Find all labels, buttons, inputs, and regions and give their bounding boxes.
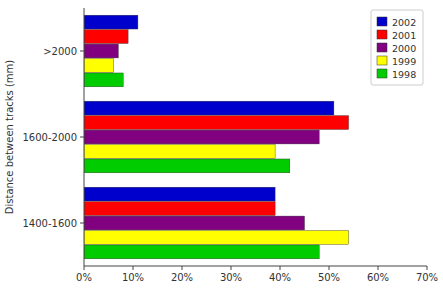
bar	[84, 159, 290, 173]
x-tick	[427, 266, 428, 270]
x-tick-label: 0%	[76, 272, 92, 283]
x-tick-label: 70%	[416, 272, 438, 283]
bar	[84, 15, 138, 29]
bar	[84, 116, 349, 130]
legend-box	[371, 10, 423, 85]
x-tick	[133, 266, 134, 270]
legend: 2002 2001 2000 1999 1998	[371, 10, 423, 85]
x-tick-label: 30%	[220, 272, 242, 283]
legend-swatch	[377, 43, 387, 52]
legend-swatch	[377, 17, 387, 26]
y-tick-label: >2000	[43, 46, 77, 57]
bar	[84, 30, 128, 44]
legend-label: 2002	[392, 17, 416, 28]
x-tick-label: 40%	[269, 272, 291, 283]
x-tick-label: 20%	[171, 272, 193, 283]
x-tick-label: 60%	[367, 272, 389, 283]
legend-label: 1999	[392, 56, 416, 67]
bar	[84, 187, 275, 201]
y-tick	[80, 137, 84, 138]
x-tick	[231, 266, 232, 270]
bar	[84, 44, 118, 58]
x-tick	[182, 266, 183, 270]
y-axis-label: Distance between tracks (mm)	[4, 60, 15, 215]
x-tick	[280, 266, 281, 270]
y-tick	[80, 223, 84, 224]
bar	[84, 101, 334, 115]
x-tick	[378, 266, 379, 270]
bar	[84, 202, 275, 216]
bar	[84, 245, 319, 259]
x-tick	[329, 266, 330, 270]
legend-label: 2001	[392, 30, 416, 41]
x-tick-label: 50%	[318, 272, 340, 283]
y-tick	[80, 51, 84, 52]
bar	[84, 216, 305, 230]
bar	[84, 145, 275, 159]
legend-label: 2000	[392, 43, 416, 54]
bars	[84, 15, 349, 259]
legend-swatch	[377, 69, 387, 78]
x-tick	[84, 266, 85, 270]
legend-swatch	[377, 56, 387, 65]
chart: 0% 10% 20% 30% 40% 50% 60% 70% >2000 1600-2000 140…	[0, 0, 443, 292]
x-axis-line	[84, 266, 427, 267]
x-tick-label: 10%	[122, 272, 144, 283]
bar	[84, 130, 319, 144]
bar	[84, 73, 123, 87]
legend-label: 1998	[392, 69, 416, 80]
bar	[84, 231, 349, 245]
legend-swatch	[377, 30, 387, 39]
bar	[84, 59, 113, 73]
y-tick-label: 1600-2000	[22, 132, 77, 143]
y-tick-label: 1400-1600	[22, 218, 77, 229]
